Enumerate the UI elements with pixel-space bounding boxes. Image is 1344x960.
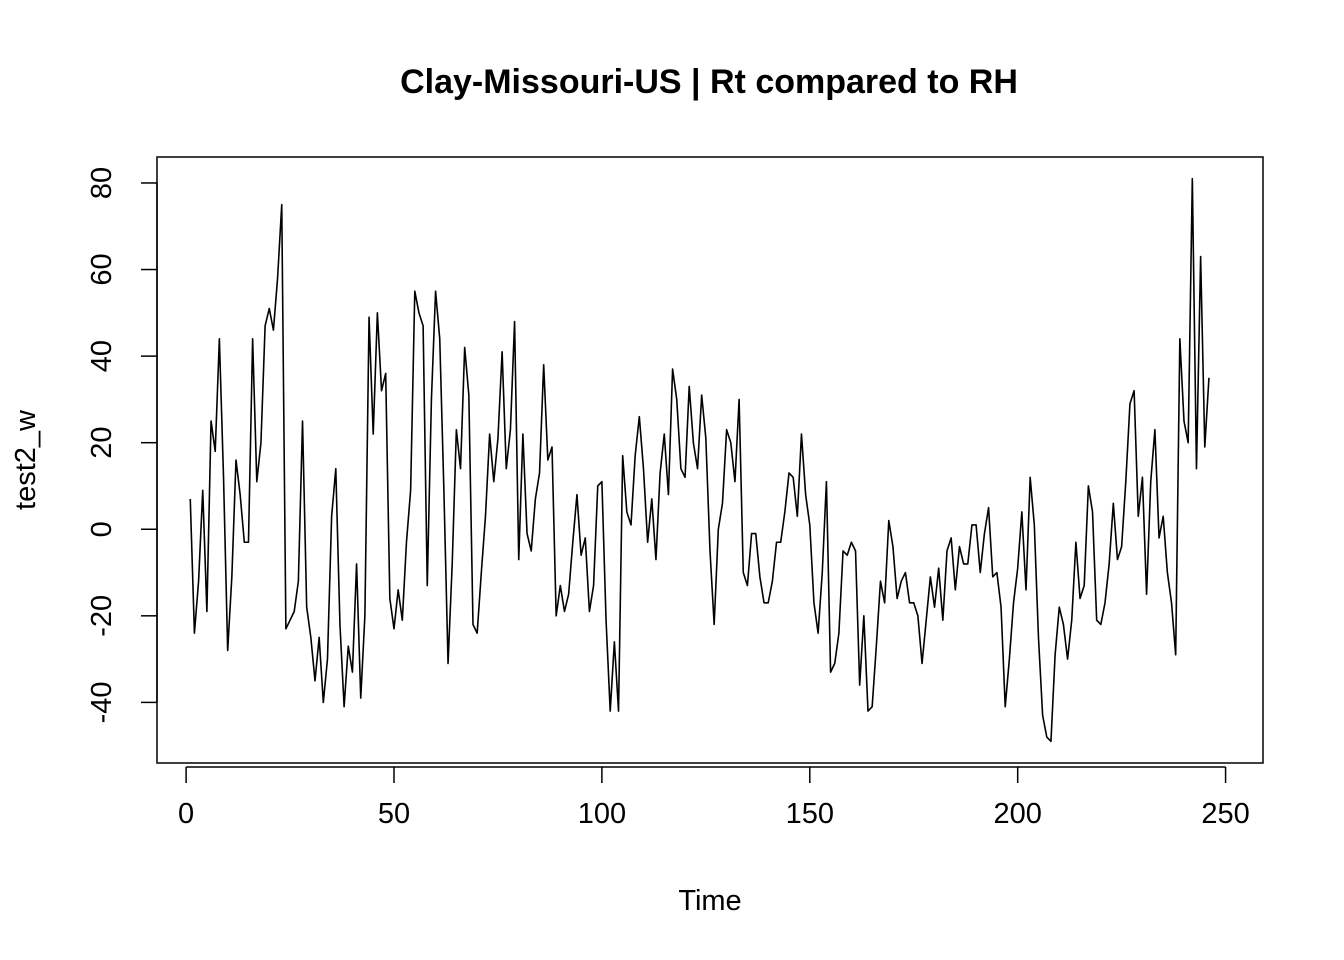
x-tick-label: 50 bbox=[378, 798, 410, 830]
series-line bbox=[189, 177, 1210, 743]
x-axis-label: Time bbox=[678, 885, 741, 917]
y-tick-label: 20 bbox=[86, 427, 118, 459]
x-axis: 0 50 100 150 200 250 bbox=[178, 766, 1250, 830]
y-tick-label: 80 bbox=[86, 167, 118, 199]
plot-frame bbox=[156, 156, 1264, 764]
y-axis: -40 -20 0 20 40 60 80 bbox=[86, 167, 158, 723]
y-tick-label: -20 bbox=[86, 595, 118, 637]
y-tick-label: 0 bbox=[86, 521, 118, 537]
y-tick-label: 40 bbox=[86, 340, 118, 372]
x-tick-label: 0 bbox=[178, 798, 194, 830]
x-tick-label: 200 bbox=[993, 798, 1041, 830]
y-axis-label: test2_w bbox=[10, 409, 42, 510]
chart-title: Clay-Missouri-US | Rt compared to RH bbox=[400, 63, 1018, 101]
x-tick-label: 100 bbox=[578, 798, 626, 830]
y-tick-label: -40 bbox=[86, 681, 118, 723]
x-tick-label: 250 bbox=[1201, 798, 1249, 830]
x-tick-label: 150 bbox=[786, 798, 834, 830]
y-tick-label: 60 bbox=[86, 253, 118, 285]
